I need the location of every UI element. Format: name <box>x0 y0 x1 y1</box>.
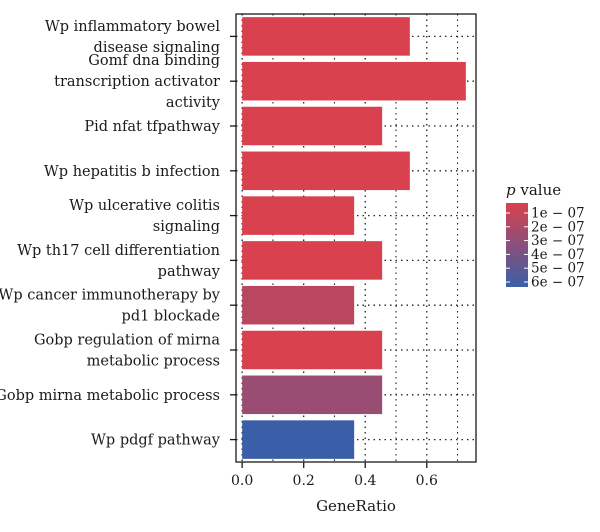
legend-label-0: 1e − 07 <box>531 206 585 222</box>
legend-title: p value <box>506 181 561 199</box>
category-label-line: Wp inflammatory bowel <box>45 19 221 35</box>
category-labels: Wp inflammatory bowel disease signalingGo… <box>0 19 236 449</box>
category-label-line: Wp pdgf pathway <box>91 433 221 449</box>
legend-label-2: 3e − 07 <box>531 233 585 249</box>
category-label-9: Wp pdgf pathway <box>91 433 221 449</box>
x-axis: 0.0 0.2 0.4 0.6 <box>231 462 438 489</box>
category-label-line: disease signaling <box>94 40 220 56</box>
x-tick-label-3: 0.6 <box>416 473 438 489</box>
bar-9 <box>242 420 355 459</box>
bar-4 <box>242 196 355 235</box>
category-label-line: Gobp mirna metabolic process <box>0 388 220 404</box>
category-label-line: Wp hepatitis b infection <box>44 164 220 180</box>
plot-frame <box>235 13 477 463</box>
category-label-line: Wp cancer immunotherapy by <box>0 288 221 304</box>
category-label-line: Gomf dna binding <box>88 53 220 69</box>
legend-label-1: 2e − 07 <box>531 219 585 235</box>
category-label-line: Wp ulcerative colitis <box>69 198 220 214</box>
category-label-line: Pid nfat tfpathway <box>84 119 220 135</box>
category-label-line: transcription activator <box>54 74 220 90</box>
legend-colorbar <box>506 203 528 287</box>
legend-label-5: 6e − 07 <box>531 275 585 291</box>
x-tick-label-2: 0.4 <box>354 473 376 489</box>
bar-7 <box>242 330 383 370</box>
category-label-line: Wp th17 cell differentiation <box>17 243 220 259</box>
category-label-line: pd1 blockade <box>122 309 220 325</box>
bars <box>242 17 466 459</box>
bar-8 <box>242 375 383 415</box>
bar-3 <box>242 151 410 191</box>
x-axis-title: GeneRatio <box>316 497 396 515</box>
bar-1 <box>242 61 466 101</box>
x-tick-label-0: 0.0 <box>231 473 253 489</box>
category-label-7: Gobp regulation of mirna metabolic proces… <box>34 333 220 370</box>
category-label-6: Wp cancer immunotherapy by pd1 blockade <box>0 288 221 325</box>
category-label-line: Gobp regulation of mirna <box>34 333 220 349</box>
legend-label-4: 5e − 07 <box>531 261 585 277</box>
category-label-line: metabolic process <box>87 354 220 370</box>
category-label-3: Wp hepatitis b infection <box>44 164 220 180</box>
plot-border <box>235 13 477 463</box>
category-label-5: Wp th17 cell differentiation pathway <box>17 243 221 280</box>
x-tick-label-1: 0.2 <box>293 473 315 489</box>
category-label-1: Gomf dna binding transcription activator a… <box>54 53 221 111</box>
category-label-2: Pid nfat tfpathway <box>84 119 220 135</box>
category-label-8: Gobp mirna metabolic process <box>0 388 220 404</box>
category-label-line: signaling <box>153 219 220 235</box>
category-label-0: Wp inflammatory bowel disease signaling <box>45 19 221 56</box>
legend-label-3: 4e − 07 <box>531 247 585 263</box>
bar-6 <box>242 285 355 325</box>
bar-0 <box>242 17 410 56</box>
category-label-4: Wp ulcerative colitis signaling <box>69 198 220 235</box>
category-label-line: pathway <box>158 264 221 280</box>
bar-2 <box>242 106 383 146</box>
bar-5 <box>242 241 383 280</box>
category-label-line: activity <box>166 95 221 111</box>
